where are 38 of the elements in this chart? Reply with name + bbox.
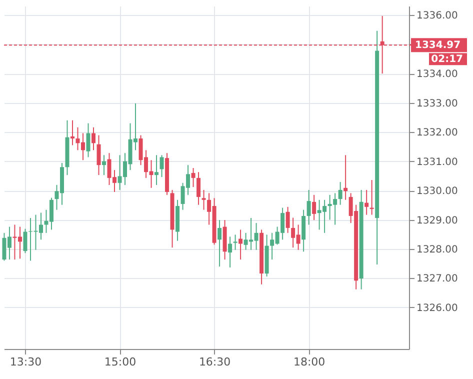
candlestick <box>92 126 96 151</box>
candlestick <box>302 209 306 252</box>
candlestick <box>196 172 201 206</box>
ref-line-label: 1334.97 <box>415 40 461 52</box>
candlestick <box>70 120 74 146</box>
candlestick <box>202 189 206 210</box>
x-tick-label: 15:00 <box>104 356 136 368</box>
candlestick <box>312 194 316 221</box>
text: 02:17 <box>431 54 464 66</box>
candlestick <box>102 154 106 176</box>
candlestick <box>338 182 342 206</box>
candlestick <box>286 206 290 234</box>
candlestick <box>344 154 348 200</box>
candlestick <box>191 167 196 188</box>
candlestick <box>160 154 164 178</box>
x-tick-label: 13:30 <box>10 356 42 368</box>
candlestick <box>238 229 243 260</box>
candlestick <box>218 220 222 268</box>
y-tick-label: 1327.00 <box>416 274 458 285</box>
candlestick <box>86 122 90 158</box>
x-tick-label: 18:00 <box>293 356 326 368</box>
y-tick-label: 1328.00 <box>416 244 458 256</box>
y-tick-label: 1336.00 <box>416 10 458 22</box>
candlestick <box>154 154 159 186</box>
candlestick <box>306 189 311 226</box>
candlestick <box>233 234 238 250</box>
y-tick-label: 1329.00 <box>416 215 458 226</box>
y-tick-label: 1333.00 <box>416 98 458 110</box>
candlestick <box>228 236 232 268</box>
y-tick-label: 1334.00 <box>416 69 458 80</box>
y-tick-label: 1331.00 <box>416 156 458 168</box>
x-tick-label: 16:30 <box>198 356 231 368</box>
y-tick-label: 1332.00 <box>416 128 458 139</box>
y-tick-label: 1330.00 <box>416 186 458 198</box>
y-tick-label: 1326.00 <box>416 302 458 314</box>
candlestick <box>96 134 101 176</box>
candlestick <box>23 228 28 254</box>
candlestick <box>364 189 369 216</box>
